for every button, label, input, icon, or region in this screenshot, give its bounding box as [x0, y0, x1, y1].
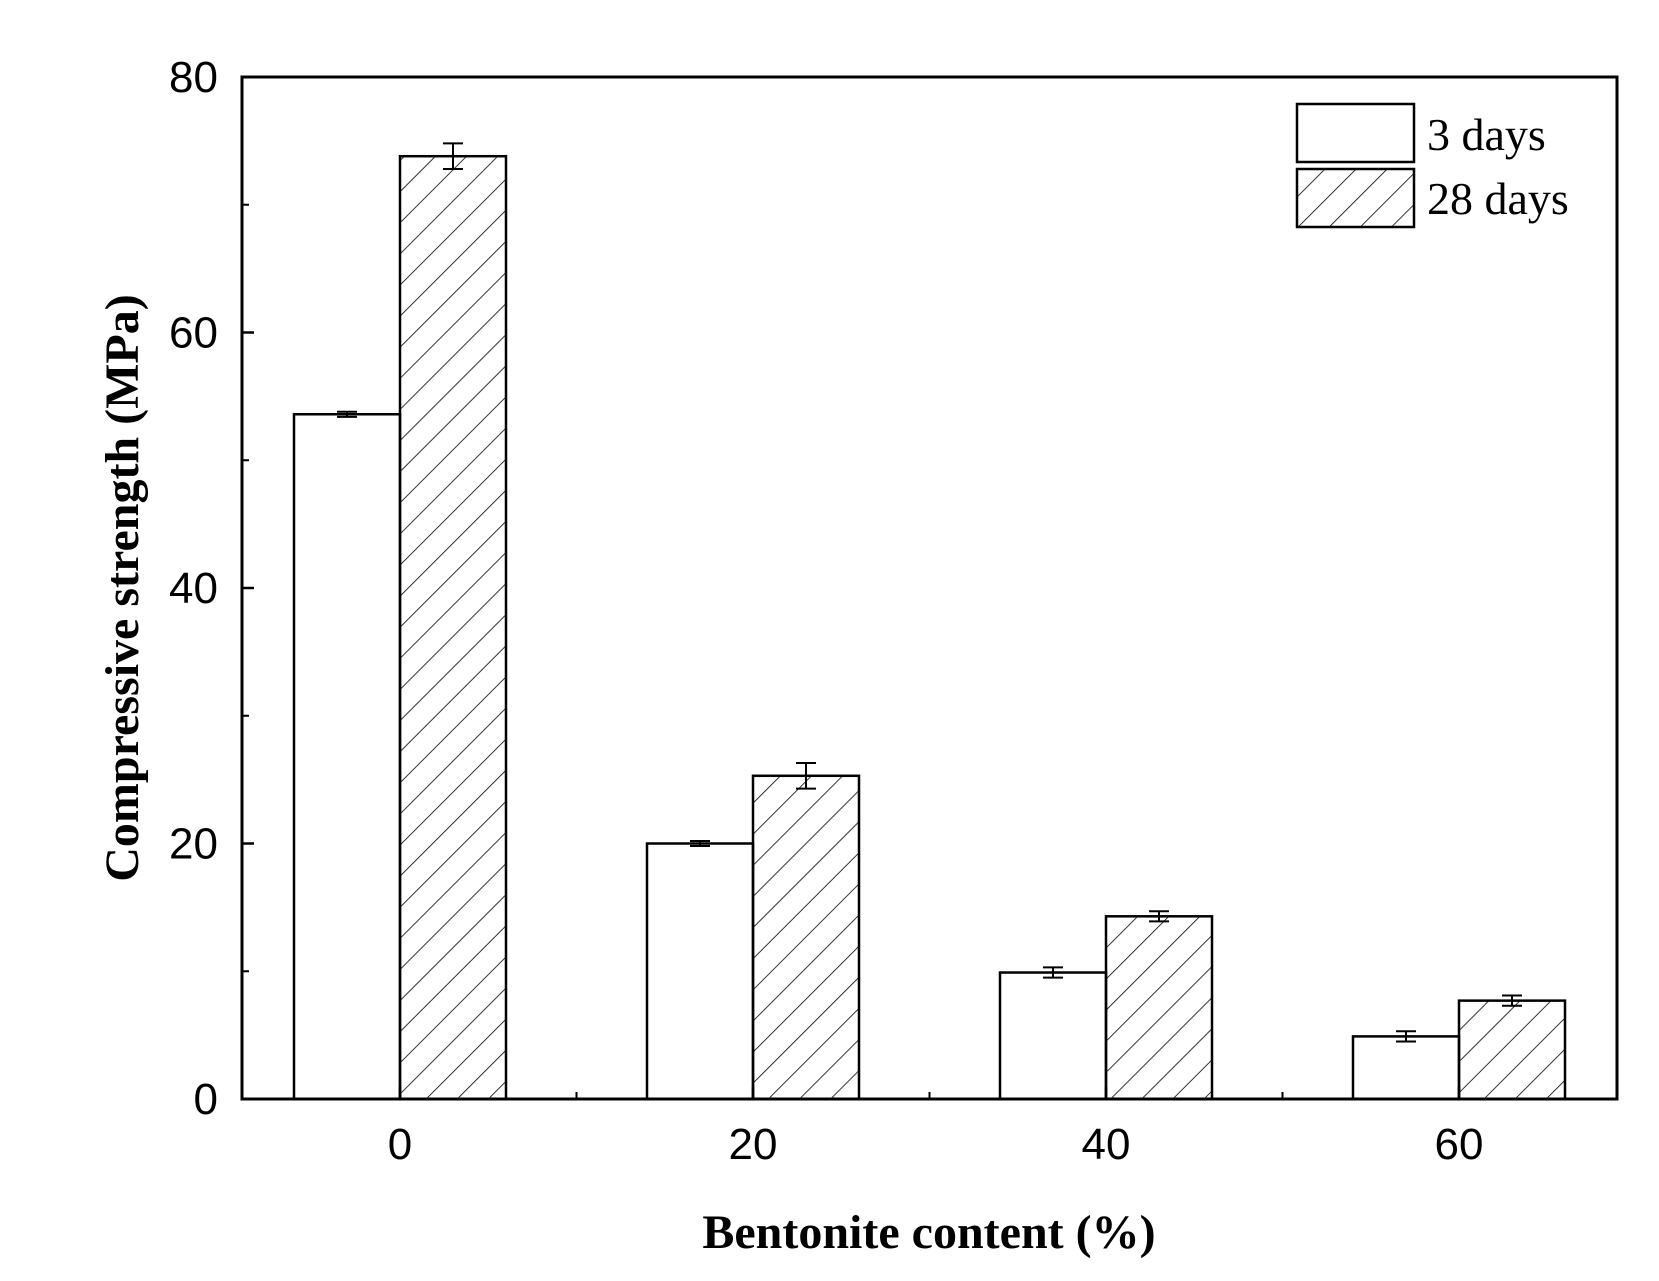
bar-3-days-0 [292, 413, 402, 1101]
y-axis-title: Compressive strength (MPa) [96, 294, 149, 881]
x-tick-label-40: 40 [1082, 1120, 1131, 1169]
error-bar-3-days-60 [1396, 1030, 1416, 1043]
error-bar-28-days-40 [1149, 910, 1169, 923]
bar-3-days-60 [1351, 1035, 1461, 1101]
error-bar-3-days-20 [690, 839, 710, 848]
y-tick-label-0: 0 [194, 1075, 218, 1124]
legend-swatch-3-days [1295, 102, 1416, 164]
legend-label-3-days: 3 days [1427, 109, 1546, 160]
x-tick-label-60: 60 [1435, 1120, 1484, 1169]
x-tick-label-0: 0 [388, 1120, 412, 1169]
error-bar-28-days-60 [1502, 994, 1522, 1007]
error-bar-3-days-40 [1043, 966, 1063, 979]
legend-label-28-days: 28 days [1427, 173, 1569, 224]
plot-frame [240, 75, 1619, 1101]
legend: 3 days 28 days [1295, 102, 1569, 229]
y-tick-label-60: 60 [169, 309, 218, 358]
y-tick-label-40: 40 [169, 564, 218, 613]
bars-layer [292, 142, 1567, 1101]
legend-swatch-28-days [1295, 167, 1416, 229]
error-bar-28-days-20 [796, 762, 816, 790]
x-axis-title: Bentonite content (%) [702, 1206, 1155, 1259]
bar-28-days-40 [1104, 915, 1214, 1101]
bar-28-days-20 [751, 774, 861, 1101]
ticks-layer: 0 20 40 60 0 20 40 60 80 [169, 53, 1483, 1169]
y-tick-label-80: 80 [169, 53, 218, 102]
bar-3-days-20 [645, 842, 755, 1101]
bar-28-days-0 [398, 154, 508, 1101]
bar-28-days-60 [1457, 999, 1567, 1101]
error-bar-3-days-0 [337, 410, 357, 418]
error-bar-28-days-0 [443, 142, 463, 170]
x-tick-label-20: 20 [729, 1120, 778, 1169]
bar-3-days-40 [998, 971, 1108, 1101]
y-tick-label-20: 20 [169, 820, 218, 869]
